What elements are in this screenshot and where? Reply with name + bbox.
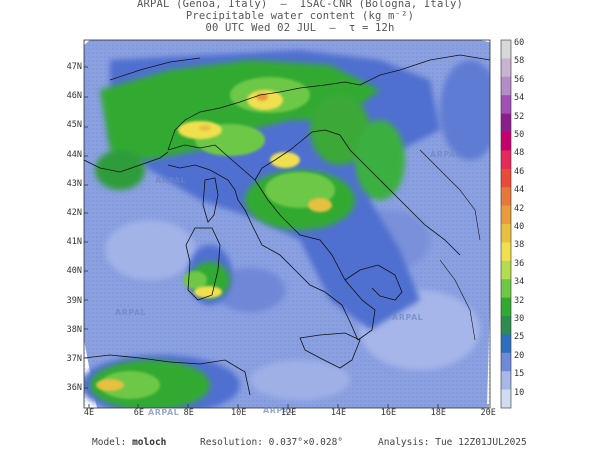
- colorbar-label: 40: [514, 222, 525, 232]
- latitude-label: 46N: [66, 91, 82, 102]
- colorbar-segment: [501, 58, 511, 78]
- colorbar-segment: [501, 76, 511, 96]
- colorbar-segment: [501, 279, 511, 298]
- colorbar-label: 36: [514, 258, 525, 269]
- colorbar-label: 20: [514, 350, 525, 361]
- colorbar-label: 15: [514, 369, 525, 380]
- latitude-label: 47N: [66, 62, 82, 72]
- watermark: ARPAL: [155, 176, 187, 185]
- colorbar-label: 50: [514, 130, 525, 140]
- watermark: ARPAL: [430, 150, 462, 159]
- colorbar-segment: [501, 132, 511, 151]
- longitude-label: 16E: [380, 408, 397, 418]
- watermark: ARPAL: [263, 406, 295, 415]
- colorbar-segment: [501, 168, 511, 188]
- analysis-value: Tue 12Z01JUL2025: [435, 437, 527, 448]
- longitude-label: 18E: [430, 408, 446, 418]
- colorbar-segment: [501, 40, 511, 59]
- latitude-label: 39N: [66, 295, 82, 306]
- colorbar-label: 54: [514, 93, 525, 104]
- latitude-label: 42N: [66, 208, 82, 218]
- colorbar-segment: [501, 187, 511, 206]
- colorbar-label: 38: [514, 240, 525, 251]
- header-line-2: Precipitable water content (kg m⁻²): [185, 10, 415, 22]
- axis-ticks: [84, 66, 489, 408]
- colorbar-segment: [501, 150, 511, 170]
- colorbar-segment: [501, 205, 511, 225]
- header-line-3: 00 UTC Wed 02 JUL — τ = 12h: [205, 22, 395, 34]
- colorbar-label: 56: [514, 74, 525, 85]
- model-value: moloch: [132, 437, 167, 448]
- pwc-field: [84, 40, 490, 408]
- colorbar-label: 25: [514, 332, 525, 343]
- colorbar-label: 32: [514, 295, 525, 306]
- colorbar-segment: [501, 260, 511, 280]
- latitude-label: 37N: [66, 354, 82, 364]
- watermark: ARPAL: [392, 313, 424, 322]
- model-label: Model:: [92, 437, 127, 448]
- longitude-label: 14E: [330, 408, 347, 418]
- colorbar-label: 30: [514, 314, 525, 324]
- colorbar-segment: [501, 334, 511, 354]
- latitude-label: 45N: [66, 120, 82, 131]
- colorbar-label: 44: [514, 185, 525, 196]
- longitude-label: 12E: [280, 408, 297, 418]
- colorbar-label: 52: [514, 111, 525, 122]
- latitude-label: 38N: [66, 324, 82, 335]
- colorbar-label: 46: [514, 166, 525, 177]
- colorbar-segment: [501, 113, 511, 133]
- latitude-label: 44N: [66, 149, 82, 160]
- header-line-1: ARPAL (Genoa, Italy) — ISAC-CNR (Bologna…: [136, 0, 464, 10]
- longitude-label: 20E: [480, 408, 496, 418]
- colorbar-segment: [501, 389, 511, 409]
- latitude-label: 36N: [66, 383, 82, 394]
- colorbar-label: 48: [514, 148, 525, 159]
- latitude-label: 43N: [66, 178, 82, 189]
- footer-model: Model: moloch: [92, 437, 166, 448]
- colorbar-label: 60: [514, 38, 525, 48]
- longitude-label: 8E: [183, 408, 194, 418]
- latitude-label: 40N: [66, 266, 82, 277]
- latitude-label: 41N: [66, 237, 82, 248]
- colorbar-segment: [501, 316, 511, 335]
- footer-resolution: Resolution: 0.037°×0.028°: [200, 437, 343, 448]
- colorbar-segment: [501, 352, 511, 372]
- resolution-value: 0.037°×0.028°: [268, 437, 344, 448]
- colorbar-segment: [501, 242, 511, 262]
- analysis-label: Analysis:: [378, 437, 430, 448]
- longitude-label: 4E: [83, 408, 95, 418]
- colorbar-segment: [501, 95, 511, 114]
- colorbar-label: 10: [514, 387, 525, 398]
- watermark: ARPAL: [148, 408, 180, 417]
- resolution-label: Resolution:: [200, 437, 263, 448]
- colorbar-segment: [501, 224, 511, 243]
- colorbar-label: 58: [514, 56, 525, 67]
- colorbar-label: 42: [514, 203, 525, 214]
- watermark: ARPAL: [115, 308, 147, 317]
- longitude-label: 6E: [133, 408, 145, 418]
- colorbar: [501, 40, 511, 409]
- colorbar-segment: [501, 371, 511, 390]
- longitude-label: 10E: [231, 408, 247, 418]
- colorbar-label: 34: [514, 277, 525, 288]
- footer-analysis: Analysis: Tue 12Z01JUL2025: [378, 437, 527, 448]
- colorbar-segment: [501, 297, 511, 317]
- coastlines: [84, 54, 490, 396]
